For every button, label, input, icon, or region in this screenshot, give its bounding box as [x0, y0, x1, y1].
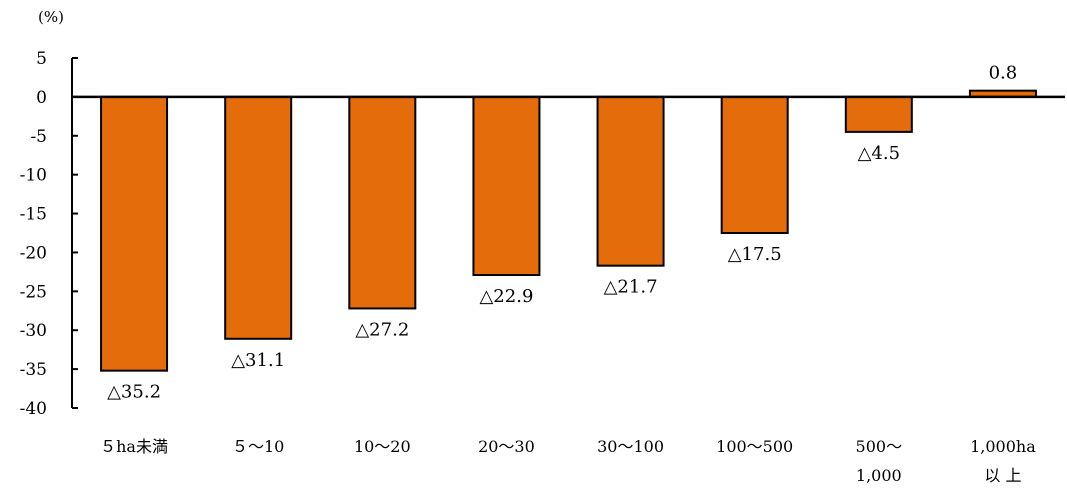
bar [596, 95, 665, 267]
y-tick-label: -35 [20, 360, 47, 380]
bars-group [100, 89, 1037, 372]
y-tick-label: 5 [36, 49, 47, 69]
y-tick-label: -25 [20, 282, 47, 302]
bar [224, 95, 293, 340]
category-labels-group: ５ha未満 ５～10 10～20 20～30 30～100 100～500 500～ 1,00… [100, 437, 1036, 485]
data-labels-group: △35.2 △31.1 △27.2 △22.9 △21.7 △17.5 △4.5 0.8 [107, 63, 1017, 403]
category-label: 500～ [856, 437, 903, 456]
category-label: 100～500 [716, 437, 793, 456]
data-label: △17.5 [728, 244, 782, 265]
data-label: △27.2 [355, 319, 409, 340]
data-label: △22.9 [479, 286, 533, 307]
y-tick-label: -15 [20, 205, 47, 225]
category-label: 以 上 [984, 466, 1021, 485]
data-label: △35.2 [107, 382, 161, 403]
data-label: △4.5 [858, 143, 900, 164]
category-label: 1,000 [856, 466, 902, 485]
y-axis: 5 0 -5 -10 -15 -20 -25 -30 -35 -40 [20, 49, 78, 419]
bar [100, 95, 169, 372]
y-tick-label: -30 [20, 321, 47, 341]
data-label: 0.8 [989, 63, 1018, 84]
category-label: 10～20 [354, 437, 411, 456]
y-tick-label: -20 [20, 243, 47, 263]
y-tick-label: 0 [36, 88, 47, 108]
category-label: 30～100 [597, 437, 664, 456]
data-label: △21.7 [604, 277, 658, 298]
category-label: 1,000ha [970, 437, 1036, 456]
bar [472, 95, 541, 276]
y-tick-label: -40 [20, 399, 47, 419]
bar [348, 95, 417, 310]
y-tick-label: -5 [30, 127, 47, 147]
bar [720, 95, 789, 234]
unit-label: (%) [38, 8, 64, 26]
category-label: ５ha未満 [100, 437, 168, 456]
y-tick-label: -10 [20, 166, 47, 186]
data-label: △31.1 [231, 350, 285, 371]
category-label: 20～30 [478, 437, 535, 456]
category-label: ５～10 [232, 437, 284, 456]
bar [844, 95, 913, 133]
